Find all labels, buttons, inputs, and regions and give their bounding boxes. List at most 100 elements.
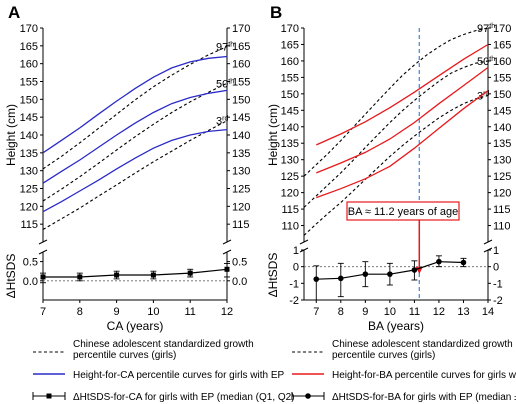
panel-b-ytick-label-left: 165	[281, 39, 299, 51]
panel-a-ytick-label-right: 145	[232, 112, 250, 124]
panel-a-delta-line	[43, 268, 228, 278]
panel-a-ytick-label-left: 115	[20, 219, 38, 231]
panel-a-axis-break-mark	[38, 239, 48, 245]
panel-b-ytick-label-left: 135	[281, 138, 299, 150]
panel-b-ytick-label-right: 120	[493, 188, 511, 200]
panel-a-legend-text-line: Chinese adolescent standardized growth	[73, 339, 254, 350]
panel-b-ytick-label-right: 150	[493, 89, 511, 101]
panel-b-annotation-box	[346, 201, 460, 221]
panel-a-bottom-ytick-label-right: 0.5	[232, 257, 247, 269]
panel-a-ytick-label-left: 135	[20, 148, 38, 160]
panel-a-delta-point	[187, 270, 193, 276]
panel-a-delta-point	[150, 272, 156, 278]
panel-a-delta-point	[224, 266, 230, 272]
panel-b-xtick-label: 7	[313, 306, 319, 318]
panel-a-reference-curve-1	[42, 82, 228, 202]
panel-b-ytick-label-right: 115	[493, 204, 511, 216]
panel-b-reference-curve-1	[303, 60, 489, 208]
panel-a-ytick-label-left: 125	[20, 184, 38, 196]
panel-a-ep-curve-5	[42, 128, 228, 213]
panel-b-legend-text-line: Chinese adolescent standardized growth	[332, 339, 513, 350]
panel-a-reference-curve-2	[42, 120, 228, 230]
panel-a-delta-point	[114, 272, 120, 278]
panel-b-bottom-ytick-label-left: 0	[293, 262, 299, 274]
panel-b-ep-curve-5	[316, 90, 489, 199]
panel-b-ytick-label-left: 170	[281, 23, 299, 35]
panel-a-xtick-label: 11	[184, 306, 195, 318]
panel-a-ytick-label-right: 160	[232, 59, 250, 71]
panel-a-ytick-label-right: 135	[232, 148, 250, 160]
panel-a-ytick-label-right: 170	[232, 23, 250, 35]
panel-a-percentile-suffix: rd	[222, 116, 228, 123]
panel-b-xtick-label: 11	[409, 306, 420, 318]
panel-b-xtick-label: 13	[457, 306, 469, 318]
panel-b-delta-point	[362, 271, 369, 277]
panel-b-legend-text: Height-for-BA percentile curves for girl…	[332, 370, 516, 381]
panel-b-ylabel-top: Height (cm)	[266, 104, 280, 166]
panel-b-ytick-label-left: 110	[281, 221, 299, 233]
panel-b-reference-curve-0	[303, 27, 489, 177]
panel-b-percentile-suffix: th	[489, 56, 495, 63]
panel-b-ylabel-bottom: ΔHtSDS	[266, 253, 280, 298]
panel-b-delta-point	[436, 258, 442, 265]
panel-b-percentile-suffix: th	[489, 23, 495, 30]
panel-b-ytick-label-right: 125	[493, 171, 511, 183]
panel-a-percentile-suffix: th	[228, 78, 234, 85]
panel-a-legend-swatch-marker	[46, 393, 52, 399]
panel-a-bottom-ytick-label-right: 0.0	[232, 276, 247, 288]
panel-a-ylabel-bottom: ΔHtSDS	[4, 254, 18, 299]
panel-b-ep-curve-3	[316, 43, 489, 146]
panel-a-delta-point	[77, 274, 83, 280]
panel-a-ytick-label-left: 160	[20, 59, 38, 71]
panel-a-xtick-label: 7	[40, 306, 46, 318]
panel-b-label: B	[270, 3, 282, 22]
panel-a-axis-break-mark	[222, 239, 232, 245]
panel-b-delta-point	[460, 259, 467, 266]
panel-b-xtick-label: 14	[482, 306, 494, 318]
panel-b-ytick-label-left: 140	[281, 122, 299, 134]
panel-a-ytick-label-right: 150	[232, 94, 250, 106]
panel-b-reference-curve-2	[303, 94, 489, 236]
panel-b-ytick-label-right: 145	[493, 105, 511, 117]
panel-b-xlabel: BA (years)	[368, 319, 424, 333]
panel-a-ytick-label-left: 140	[20, 130, 38, 142]
panel-b-ep-curve-4	[316, 66, 489, 174]
panel-b-bottom-ytick-label-left: 1	[293, 245, 299, 257]
panel-a-xtick-label: 8	[77, 306, 83, 318]
panel-b-percentile-suffix: rd	[483, 90, 489, 97]
panel-a-legend-text: ΔHtSDS-for-CA for girls with EP (median …	[73, 392, 295, 403]
panel-b-ytick-label-left: 120	[281, 188, 299, 200]
panel-b-xtick-label: 12	[433, 306, 445, 318]
panel-b-bottom-ytick-label-left: -1	[289, 278, 299, 290]
panel-b-ytick-label-left: 150	[281, 89, 299, 101]
panel-b-bottom-ytick-label-right: -1	[493, 278, 503, 290]
panel-a-ytick-label-left: 120	[20, 201, 38, 213]
panel-a-ylabel-top: Height (cm)	[4, 104, 18, 166]
panel-b-ytick-label-right: 140	[493, 122, 511, 134]
panel-b-legend-text: Chinese adolescent standardized growth pe…	[332, 339, 513, 361]
panel-a-ytick-label-left: 170	[20, 23, 38, 35]
panel-a-percentile-suffix: th	[228, 42, 234, 49]
panel-b-ytick-label-left: 125	[281, 171, 299, 183]
panel-b-ytick-label-right: 130	[493, 155, 511, 167]
panel-b-ytick-label-right: 170	[493, 23, 511, 35]
panel-b-ytick-label-right: 160	[493, 56, 511, 68]
panel-a-ytick-label-right: 130	[232, 166, 250, 178]
panel-b-ytick-label-left: 155	[281, 72, 299, 84]
panel-b-ytick-label-left: 145	[281, 105, 299, 117]
panel-b-legend-text: ΔHtSDS-for-BA for girls with EP (median …	[332, 392, 516, 403]
panel-b-ytick-label-left: 130	[281, 155, 299, 167]
panel-b-ytick-label-left: 115	[281, 204, 299, 216]
panel-a-ytick-label-left: 130	[20, 166, 38, 178]
panel-a-legend-text-line: percentile curves (girls)	[73, 350, 176, 361]
panel-b-bottom-ytick-label-right: 1	[493, 245, 499, 257]
panel-a-ytick-label-right: 125	[232, 184, 250, 196]
panel-a-legend-text: Height-for-CA percentile curves for girl…	[73, 370, 285, 381]
panel-b-xtick-label: 9	[362, 306, 368, 318]
panel-b-ytick-label-right: 155	[493, 72, 511, 84]
panel-b-ytick-label-right: 110	[493, 221, 511, 233]
panel-a-bottom-ytick-label-left: 0.5	[23, 257, 38, 269]
panel-b-delta-point	[387, 271, 393, 277]
panel-b-bottom-ytick-label-left: -2	[289, 295, 299, 307]
panel-a-xtick-label: 9	[114, 306, 120, 318]
